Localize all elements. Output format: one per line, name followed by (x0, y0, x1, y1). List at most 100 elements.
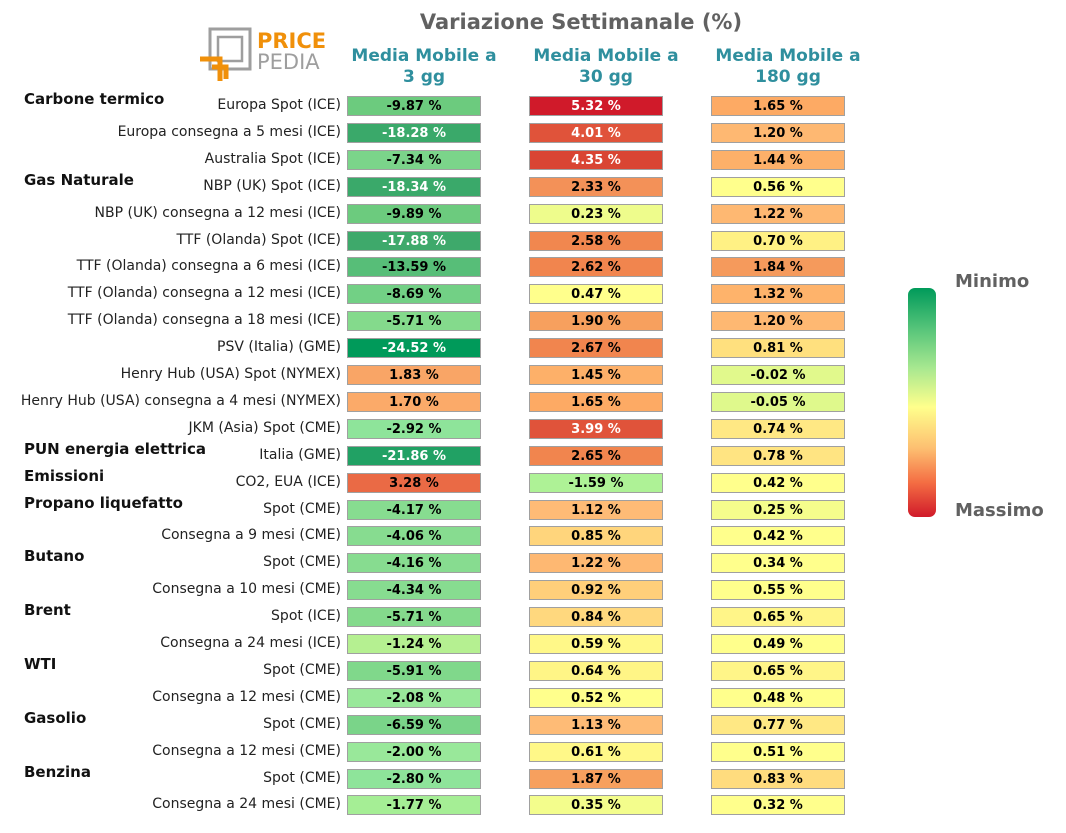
row-label: Australia Spot (ICE) (204, 150, 341, 167)
heatmap-cell: 5.32 % (529, 96, 663, 116)
heatmap-cell: 0.83 % (711, 768, 845, 789)
heatmap-cell: 1.32 % (711, 284, 845, 305)
row-label: Spot (CME) (263, 554, 341, 571)
column-header-180gg: Media Mobile a 180 gg (703, 46, 873, 88)
heatmap-cell: 0.55 % (711, 580, 845, 601)
heatmap-cell: -4.17 % (347, 499, 481, 520)
heatmap-cell: 0.25 % (711, 499, 845, 520)
heatmap-cell: 4.35 % (529, 149, 663, 170)
heatmap-cell: -2.92 % (347, 418, 481, 439)
row-label: Spot (CME) (263, 500, 341, 517)
row-label: NBP (UK) Spot (ICE) (203, 177, 341, 194)
heatmap-cell: 1.44 % (711, 149, 845, 170)
heatmap-cell: 0.70 % (711, 230, 845, 251)
heatmap-cell: 0.48 % (711, 687, 845, 708)
heatmap-cell: 1.70 % (347, 391, 481, 412)
row-label: Consegna a 12 mesi (CME) (152, 742, 341, 759)
heatmap-cell: 1.90 % (529, 311, 663, 332)
heatmap-cell: 0.81 % (711, 338, 845, 359)
heatmap-cell: 0.74 % (711, 418, 845, 439)
column-header-line: Media Mobile a (533, 46, 679, 66)
row-label: Consegna a 24 mesi (CME) (152, 796, 341, 813)
group-label: Brent (24, 601, 71, 620)
row-label: Henry Hub (USA) consegna a 4 mesi (NYMEX… (20, 392, 341, 409)
group-label: Gasolio (24, 708, 87, 727)
row-label: CO2, EUA (ICE) (235, 473, 341, 490)
heatmap-cell: -0.02 % (711, 365, 845, 385)
heatmap-cell: 0.78 % (711, 445, 845, 466)
logo-word-price: PRICE (257, 29, 326, 53)
logo-mark-icon (200, 27, 252, 81)
group-label: Propano liquefatto (24, 493, 183, 512)
column-header-3gg: Media Mobile a 3 gg (339, 46, 509, 88)
row-label: PSV (Italia) (GME) (217, 339, 341, 356)
heatmap-cell: 1.87 % (529, 768, 663, 789)
heatmap-cell: -9.89 % (347, 203, 481, 224)
group-label: Benzina (24, 762, 91, 781)
heatmap-cell: 0.49 % (711, 634, 845, 654)
heatmap-cell: 0.59 % (529, 634, 663, 654)
heatmap-cell: 2.65 % (529, 445, 663, 466)
heatmap-cell: -6.59 % (347, 714, 481, 735)
heatmap-cell: -24.52 % (347, 338, 481, 359)
heatmap-cell: -5.71 % (347, 311, 481, 332)
heatmap-cell: -1.24 % (347, 634, 481, 654)
row-label: Spot (CME) (263, 769, 341, 786)
heatmap-cell: 1.13 % (529, 714, 663, 735)
group-label: WTI (24, 654, 57, 673)
heatmap-cell: 0.32 % (711, 795, 845, 816)
chart-title: Variazione Settimanale (%) (419, 10, 743, 34)
row-label: Spot (CME) (263, 661, 341, 678)
heatmap-cell: -8.69 % (347, 284, 481, 305)
heatmap-cell: 1.20 % (711, 122, 845, 143)
heatmap-cell: 1.22 % (711, 203, 845, 224)
heatmap-cell: 1.65 % (711, 96, 845, 116)
row-label: Consegna a 12 mesi (CME) (152, 688, 341, 705)
heatmap-cell: 0.61 % (529, 741, 663, 762)
colorbar-max-label: Massimo (955, 500, 1044, 521)
heatmap-cell: 1.45 % (529, 365, 663, 385)
heatmap-cell: 0.56 % (711, 176, 845, 197)
heatmap-cell: 0.64 % (529, 660, 663, 681)
heatmap-cell: 0.51 % (711, 741, 845, 762)
column-header-line: 180 gg (755, 67, 821, 87)
heatmap-cell: -7.34 % (347, 149, 481, 170)
row-label: Europa Spot (ICE) (217, 97, 341, 113)
heatmap-cell: 1.83 % (347, 365, 481, 385)
heatmap-cell: 3.28 % (347, 472, 481, 493)
group-label: Butano (24, 547, 85, 566)
row-label: Spot (ICE) (271, 608, 341, 625)
heatmap-cell: -13.59 % (347, 257, 481, 278)
row-label: Europa consegna a 5 mesi (ICE) (117, 123, 341, 140)
heatmap-cell: -9.87 % (347, 96, 481, 116)
heatmap-cell: 1.84 % (711, 257, 845, 278)
heatmap-cell: 0.47 % (529, 284, 663, 305)
heatmap-cell: 0.85 % (529, 526, 663, 547)
heatmap-cell: 2.62 % (529, 257, 663, 278)
column-header-line: Media Mobile a (351, 46, 497, 66)
row-label: Consegna a 9 mesi (CME) (161, 527, 341, 544)
heatmap-cell: 0.92 % (529, 580, 663, 601)
row-label: TTF (Olanda) consegna a 12 mesi (ICE) (67, 285, 341, 302)
heatmap-cell: -17.88 % (347, 230, 481, 251)
heatmap-cell: 0.84 % (529, 607, 663, 628)
pricepedia-logo: PRICE PEDIA (200, 27, 326, 81)
heatmap-cell: -4.06 % (347, 526, 481, 547)
heatmap-cell: 1.22 % (529, 553, 663, 574)
heatmap-cell: 1.20 % (711, 311, 845, 332)
heatmap-cell: 2.33 % (529, 176, 663, 197)
column-header-line: 3 gg (402, 67, 446, 87)
heatmap-cell: 0.42 % (711, 526, 845, 547)
heatmap-cell: -0.05 % (711, 391, 845, 412)
row-label: Italia (GME) (259, 446, 341, 463)
row-label: NBP (UK) consegna a 12 mesi (ICE) (94, 204, 341, 221)
row-label: JKM (Asia) Spot (CME) (188, 419, 341, 436)
heatmap-cell: 3.99 % (529, 418, 663, 439)
heatmap-cell: -2.08 % (347, 687, 481, 708)
heatmap-cell: -5.71 % (347, 607, 481, 628)
heatmap-cell: 1.65 % (529, 391, 663, 412)
logo-word-pedia: PEDIA (257, 50, 320, 74)
heatmap-cell: 0.34 % (711, 553, 845, 574)
heatmap-cell: -5.91 % (347, 660, 481, 681)
group-label: Gas Naturale (24, 170, 134, 189)
